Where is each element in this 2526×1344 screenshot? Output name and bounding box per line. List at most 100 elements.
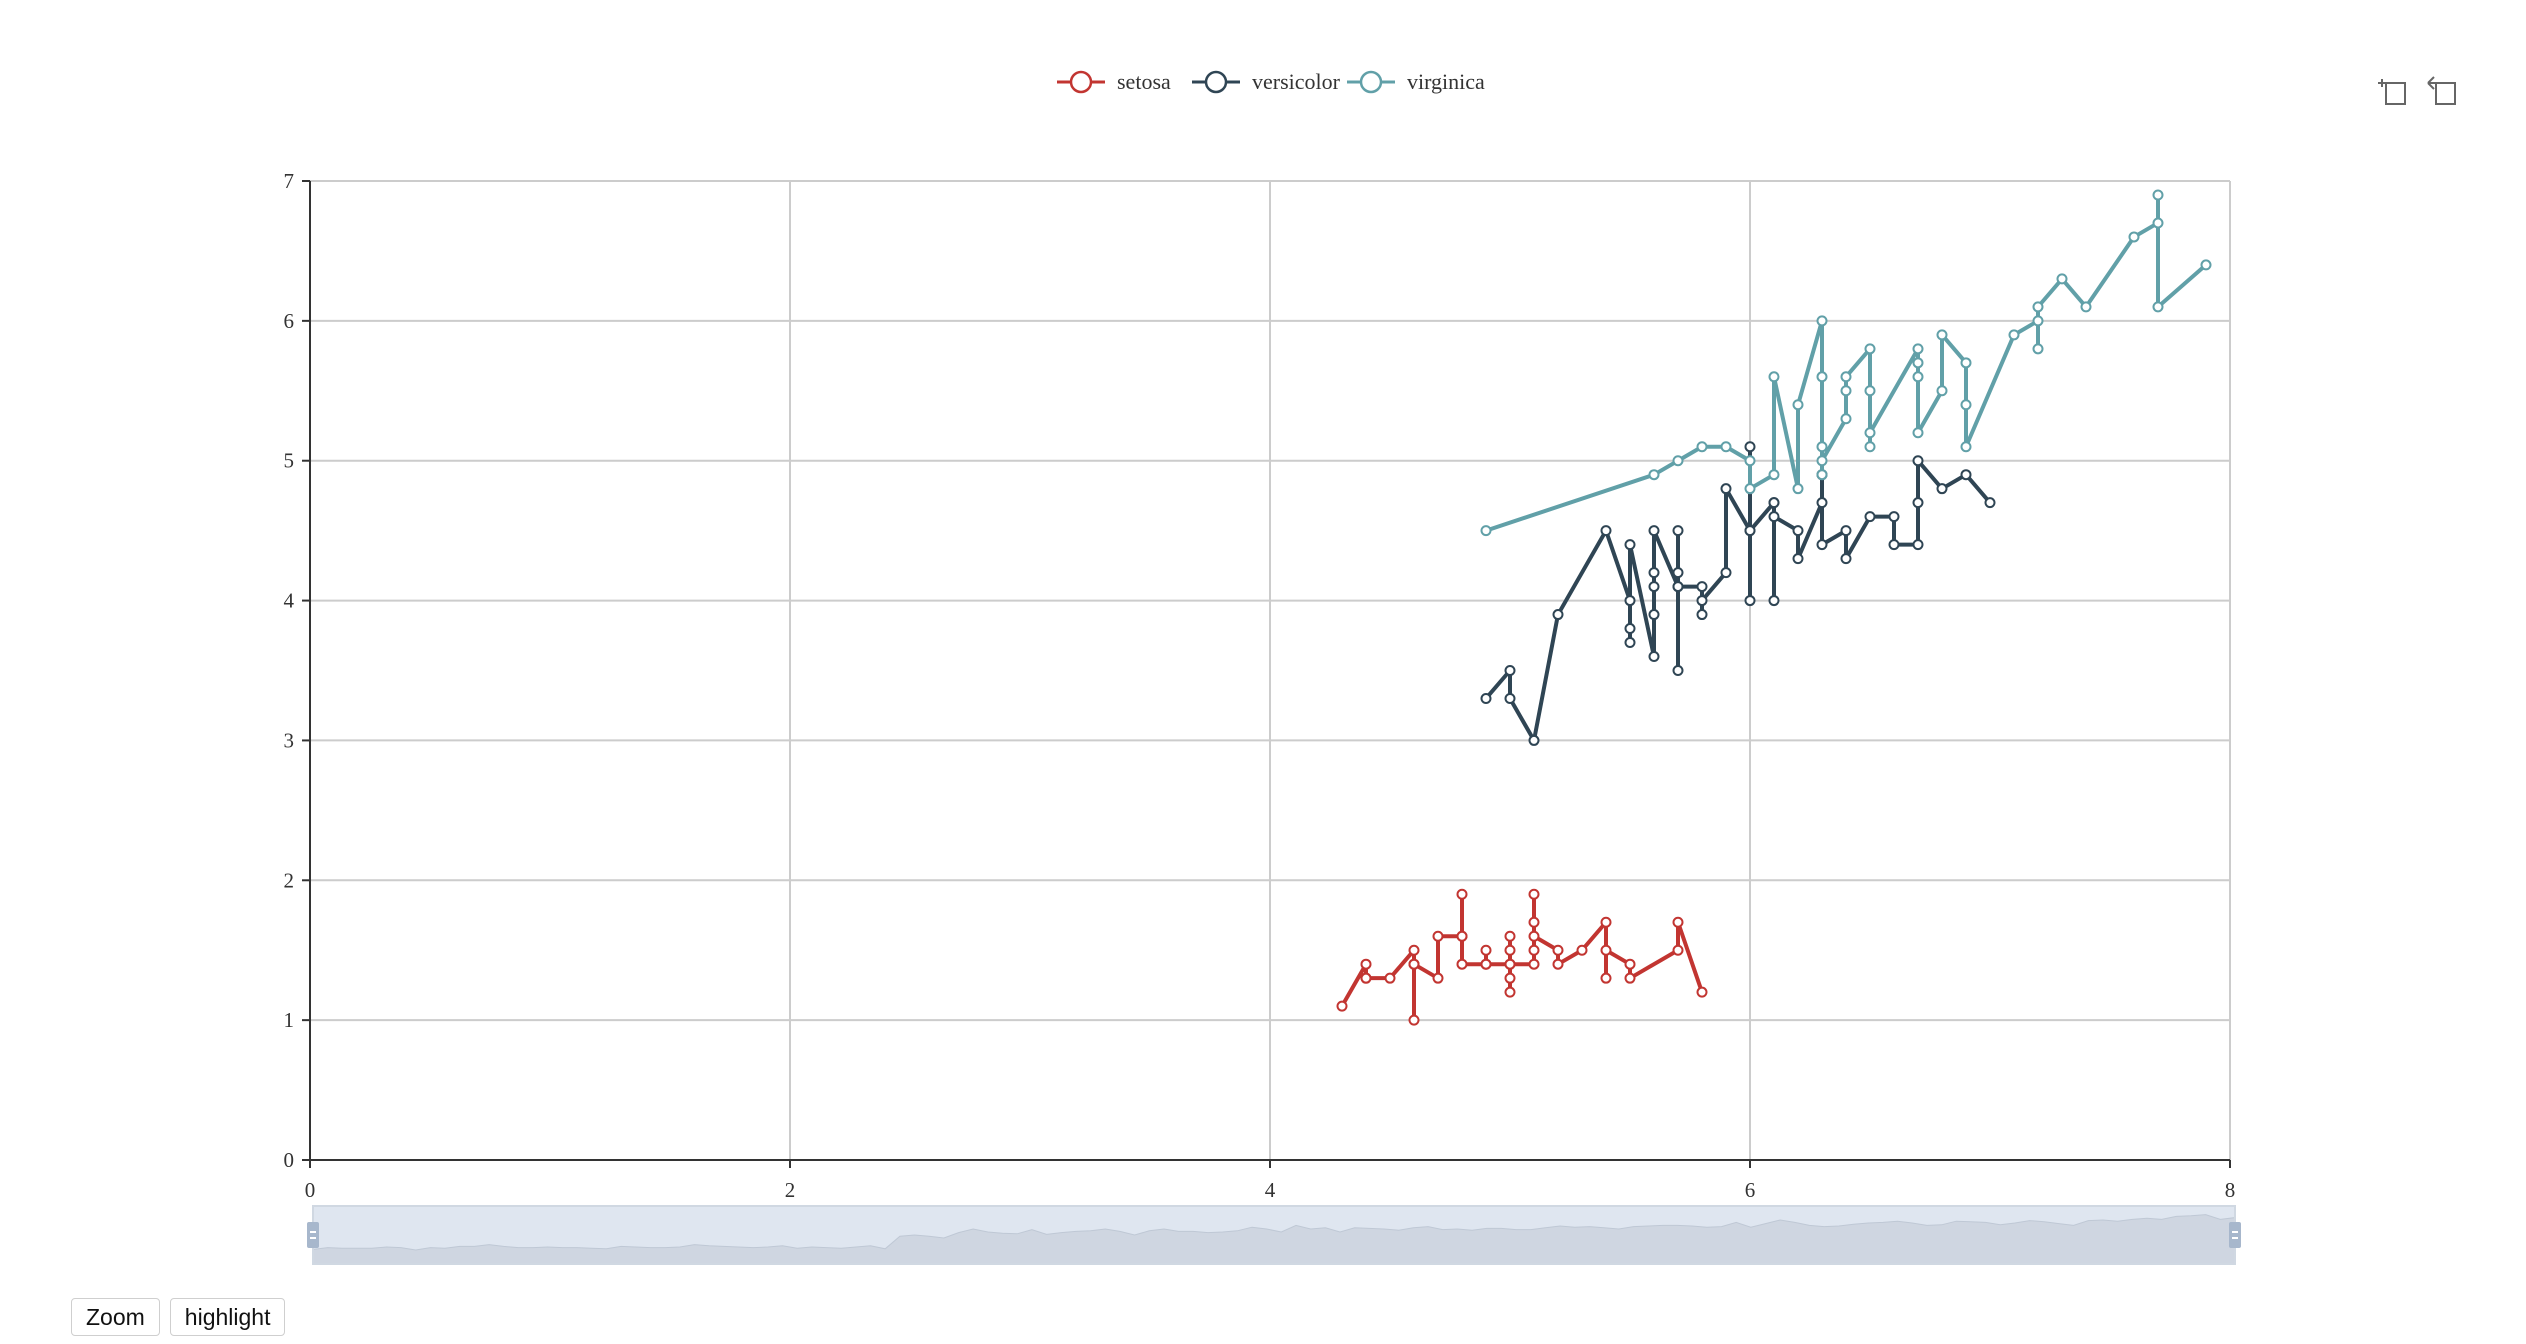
point-virginica[interactable] bbox=[1816, 441, 1828, 453]
point-virginica[interactable] bbox=[1864, 385, 1876, 397]
point-virginica[interactable] bbox=[1816, 455, 1828, 467]
point-versicolor[interactable] bbox=[1672, 567, 1684, 579]
point-setosa[interactable] bbox=[1672, 916, 1684, 928]
point-virginica[interactable] bbox=[2032, 315, 2044, 327]
point-setosa[interactable] bbox=[1528, 916, 1540, 928]
point-virginica[interactable] bbox=[2200, 259, 2212, 271]
point-versicolor[interactable] bbox=[1672, 665, 1684, 676]
point-setosa[interactable] bbox=[1408, 944, 1420, 956]
point-versicolor[interactable] bbox=[1624, 595, 1636, 607]
point-virginica[interactable] bbox=[1864, 441, 1876, 453]
point-setosa[interactable] bbox=[1480, 958, 1492, 970]
point-setosa[interactable] bbox=[1456, 888, 1468, 900]
data-zoom-slider[interactable] bbox=[307, 1205, 2241, 1265]
point-versicolor[interactable] bbox=[1936, 483, 1948, 495]
point-virginica[interactable] bbox=[1960, 441, 1972, 453]
point-versicolor[interactable] bbox=[1528, 734, 1540, 746]
point-versicolor[interactable] bbox=[1768, 511, 1780, 523]
point-setosa[interactable] bbox=[1504, 972, 1516, 984]
point-versicolor[interactable] bbox=[1816, 497, 1828, 509]
point-setosa[interactable] bbox=[1480, 944, 1492, 956]
slider-handle-right[interactable] bbox=[2229, 1222, 2241, 1248]
point-virginica[interactable] bbox=[1816, 371, 1828, 383]
point-setosa[interactable] bbox=[1432, 972, 1444, 984]
point-setosa[interactable] bbox=[1360, 958, 1372, 970]
point-virginica[interactable] bbox=[1960, 357, 1972, 369]
point-virginica[interactable] bbox=[2080, 301, 2092, 313]
point-virginica[interactable] bbox=[1864, 427, 1876, 439]
point-setosa[interactable] bbox=[1528, 944, 1540, 956]
point-setosa[interactable] bbox=[1600, 972, 1612, 984]
point-virginica[interactable] bbox=[2152, 189, 2164, 201]
point-setosa[interactable] bbox=[1624, 958, 1636, 970]
point-virginica[interactable] bbox=[1912, 357, 1924, 369]
point-virginica[interactable] bbox=[1696, 441, 1708, 453]
zoom-button[interactable]: Zoom bbox=[71, 1298, 160, 1336]
point-setosa[interactable] bbox=[1576, 944, 1588, 956]
point-setosa[interactable] bbox=[1432, 930, 1444, 942]
point-versicolor[interactable] bbox=[1960, 469, 1972, 481]
zoom-reset-icon[interactable] bbox=[2425, 74, 2459, 108]
point-versicolor[interactable] bbox=[1648, 609, 1660, 621]
point-virginica[interactable] bbox=[2152, 301, 2164, 313]
point-setosa[interactable] bbox=[1504, 986, 1516, 998]
point-virginica[interactable] bbox=[1936, 385, 1948, 397]
point-setosa[interactable] bbox=[1528, 958, 1540, 970]
point-setosa[interactable] bbox=[1504, 930, 1516, 942]
point-setosa[interactable] bbox=[1528, 930, 1540, 942]
legend-item-virginica[interactable]: virginica bbox=[1347, 69, 1485, 94]
point-virginica[interactable] bbox=[1936, 329, 1948, 341]
slider-handle-left[interactable] bbox=[307, 1222, 319, 1248]
point-versicolor[interactable] bbox=[1600, 525, 1612, 537]
point-setosa[interactable] bbox=[1504, 958, 1516, 970]
point-virginica[interactable] bbox=[2032, 343, 2044, 355]
point-versicolor[interactable] bbox=[1648, 581, 1660, 593]
data-zoom-icon[interactable] bbox=[2375, 74, 2409, 108]
point-virginica[interactable] bbox=[1648, 469, 1660, 481]
point-setosa[interactable] bbox=[1696, 986, 1708, 998]
point-virginica[interactable] bbox=[1480, 525, 1492, 537]
point-virginica[interactable] bbox=[1912, 427, 1924, 439]
point-versicolor[interactable] bbox=[1888, 539, 1900, 551]
point-versicolor[interactable] bbox=[1720, 567, 1732, 579]
point-versicolor[interactable] bbox=[1672, 581, 1684, 593]
point-setosa[interactable] bbox=[1408, 1014, 1420, 1026]
point-versicolor[interactable] bbox=[1840, 553, 1852, 565]
point-versicolor[interactable] bbox=[1504, 665, 1516, 676]
point-versicolor[interactable] bbox=[1912, 497, 1924, 509]
point-setosa[interactable] bbox=[1504, 944, 1516, 956]
highlight-button[interactable]: highlight bbox=[169, 1298, 286, 1336]
point-versicolor[interactable] bbox=[1624, 637, 1636, 649]
point-virginica[interactable] bbox=[1768, 371, 1780, 383]
point-setosa[interactable] bbox=[1384, 972, 1396, 984]
point-virginica[interactable] bbox=[1768, 469, 1780, 481]
point-setosa[interactable] bbox=[1528, 888, 1540, 900]
point-setosa[interactable] bbox=[1552, 958, 1564, 970]
point-versicolor[interactable] bbox=[1864, 511, 1876, 523]
legend-item-versicolor[interactable]: versicolor bbox=[1192, 69, 1341, 94]
point-versicolor[interactable] bbox=[1624, 623, 1636, 635]
point-virginica[interactable] bbox=[1840, 371, 1852, 383]
point-setosa[interactable] bbox=[1672, 944, 1684, 956]
point-versicolor[interactable] bbox=[1672, 525, 1684, 537]
point-versicolor[interactable] bbox=[1744, 595, 1756, 607]
point-virginica[interactable] bbox=[1720, 441, 1732, 453]
point-virginica[interactable] bbox=[1912, 371, 1924, 383]
point-virginica[interactable] bbox=[1672, 455, 1684, 467]
point-versicolor[interactable] bbox=[1552, 609, 1564, 621]
point-versicolor[interactable] bbox=[1912, 455, 1924, 467]
point-versicolor[interactable] bbox=[1744, 525, 1756, 537]
point-versicolor[interactable] bbox=[1888, 511, 1900, 523]
point-virginica[interactable] bbox=[1792, 399, 1804, 411]
point-virginica[interactable] bbox=[2128, 231, 2140, 243]
point-virginica[interactable] bbox=[2008, 329, 2020, 341]
point-virginica[interactable] bbox=[1912, 343, 1924, 355]
point-versicolor[interactable] bbox=[1792, 553, 1804, 565]
point-versicolor[interactable] bbox=[1768, 497, 1780, 509]
point-setosa[interactable] bbox=[1408, 958, 1420, 970]
point-virginica[interactable] bbox=[1864, 343, 1876, 355]
point-versicolor[interactable] bbox=[1696, 581, 1708, 593]
point-versicolor[interactable] bbox=[1624, 539, 1636, 551]
point-versicolor[interactable] bbox=[1480, 692, 1492, 704]
point-versicolor[interactable] bbox=[1504, 692, 1516, 704]
